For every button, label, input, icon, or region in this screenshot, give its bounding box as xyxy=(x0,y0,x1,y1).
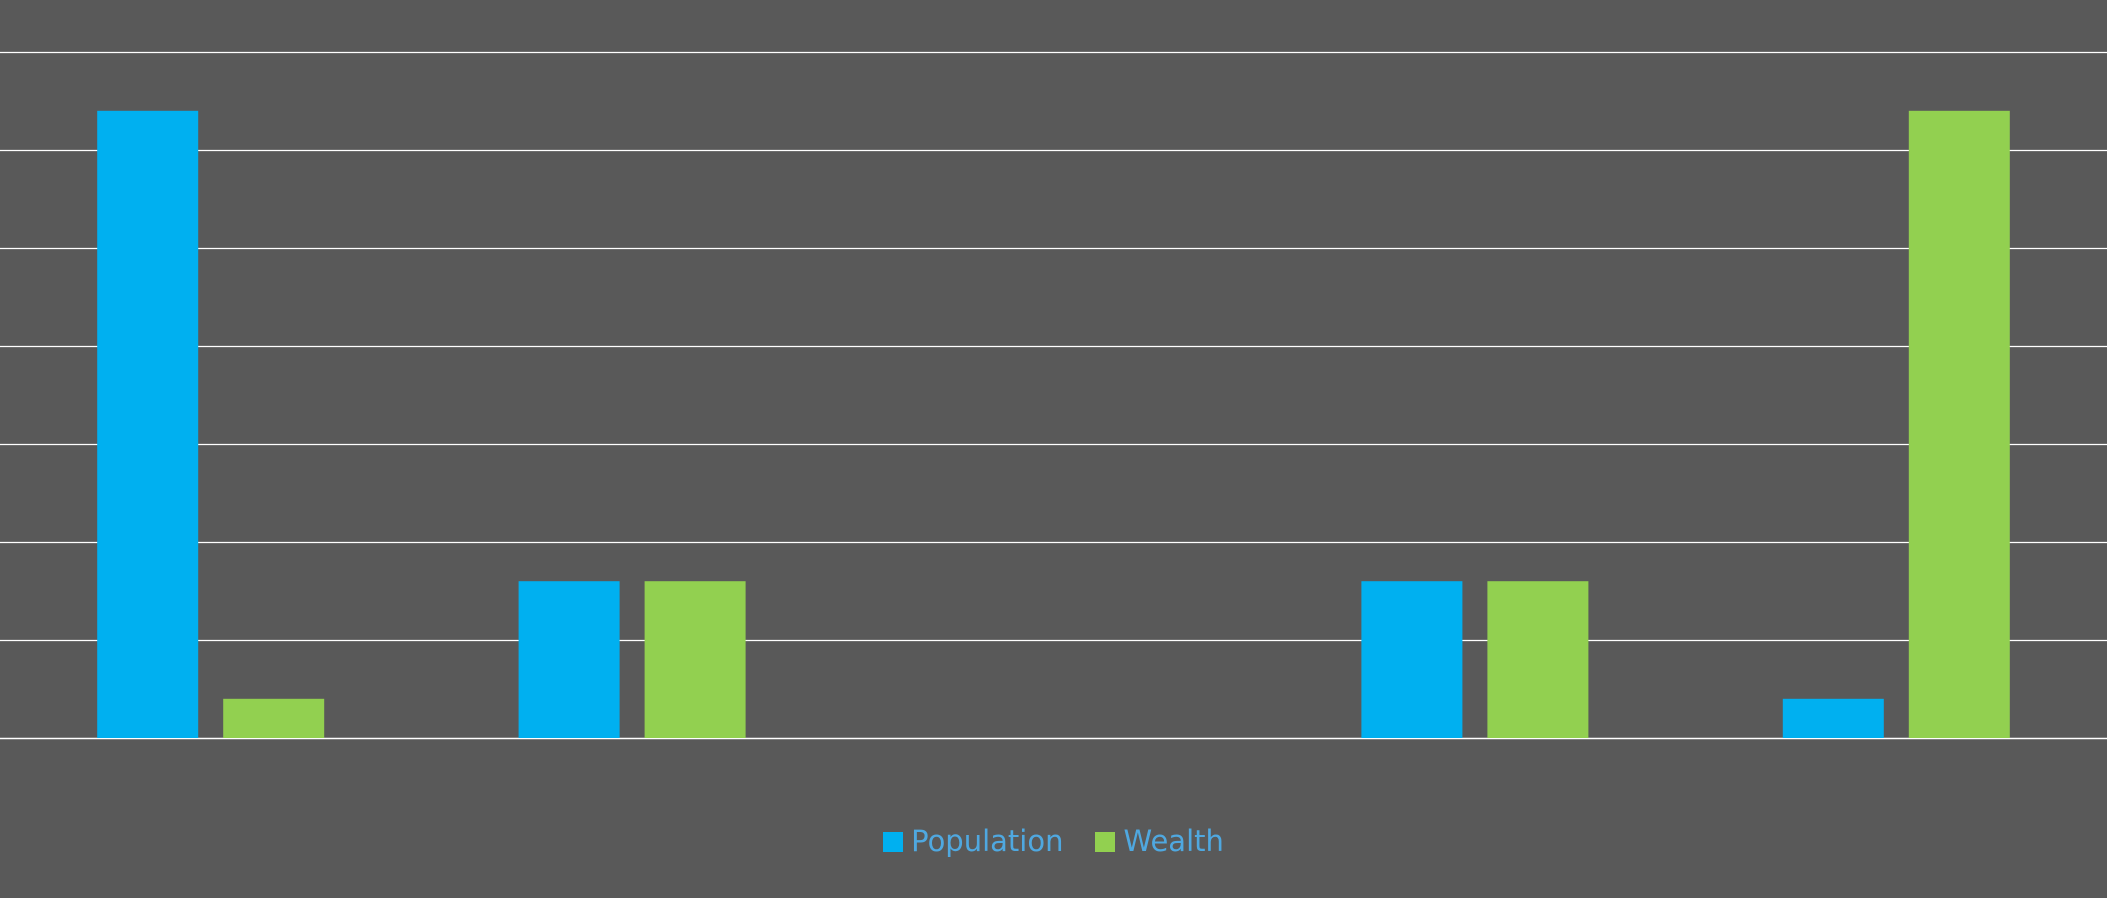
legend-label-population: Population xyxy=(911,824,1064,858)
legend-item-population: Population xyxy=(883,827,1063,856)
bar-wealth-5 xyxy=(1908,110,2010,739)
bar-wealth-2 xyxy=(644,581,746,738)
bar-wealth-4 xyxy=(1487,581,1589,738)
legend-swatch-population xyxy=(883,831,904,852)
bar-population-2 xyxy=(518,581,620,738)
bar-population-4 xyxy=(1361,581,1463,738)
chart-legend: Population Wealth xyxy=(0,827,2107,856)
bar-wealth-1 xyxy=(223,698,325,738)
legend-item-wealth: Wealth xyxy=(1095,824,1224,858)
legend-swatch-wealth xyxy=(1095,831,1116,852)
bar-population-1 xyxy=(97,110,199,739)
legend-label-wealth: Wealth xyxy=(1123,824,1224,858)
bar-population-5 xyxy=(1782,698,1884,738)
